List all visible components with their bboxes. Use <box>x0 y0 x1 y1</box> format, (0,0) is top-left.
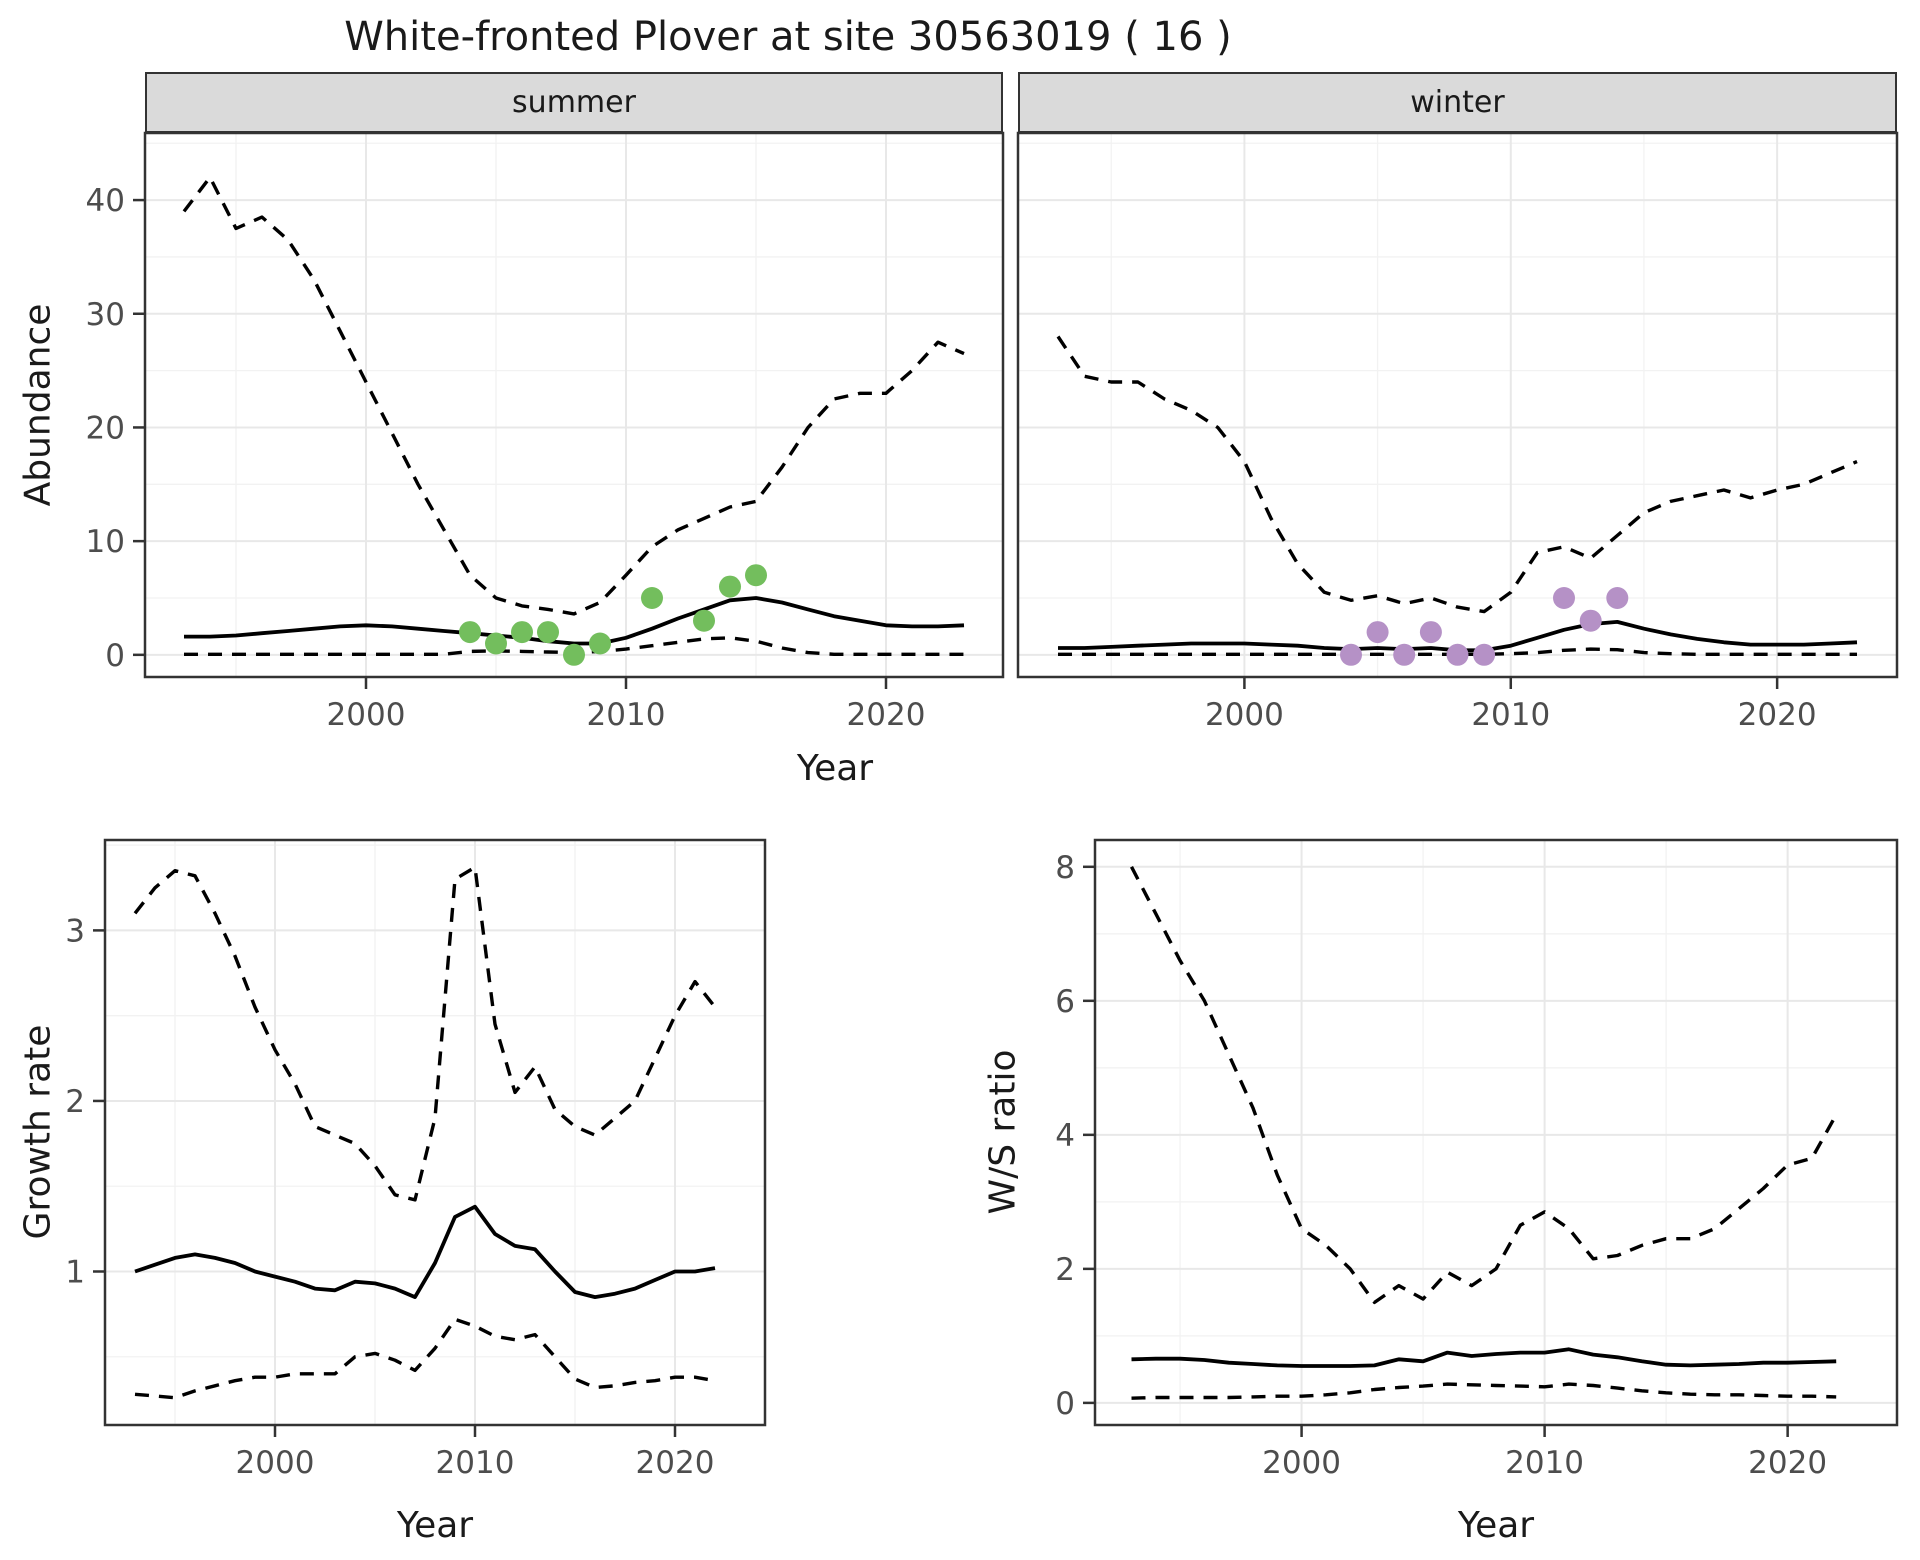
panel-border <box>143 131 1005 679</box>
y-tick-label: 8 <box>1055 850 1075 886</box>
abundance-summer-observation-point <box>589 632 611 655</box>
facet-strip-winter: winter <box>1018 72 1897 133</box>
abundance-winter-upper-ci-line <box>1056 335 1858 614</box>
abundance-winter-observation-point <box>1606 587 1629 609</box>
x-tick-label: 2020 <box>1738 697 1817 733</box>
facet-strip-winter-label: winter <box>1410 85 1505 120</box>
abundance-summer-observation-point <box>459 621 481 644</box>
panel-background <box>145 133 1003 677</box>
summer-abundance-chart: 2000 2010 2020 0 10 20 30 40 <box>86 131 1005 733</box>
y-tick-label: 40 <box>86 183 125 219</box>
x-tick-label: 2010 <box>1505 1445 1584 1481</box>
abundance-summer-observation-point <box>641 587 663 609</box>
x-tick-label: 2000 <box>236 1445 315 1481</box>
y-tick-label: 1 <box>65 1255 85 1291</box>
growth-rate-lower-ci-line <box>134 1317 716 1400</box>
ws-ratio-median-line <box>1131 1347 1837 1368</box>
abundance-winter-observation-point <box>1340 643 1362 666</box>
winter-abundance-chart: 2000 2010 2020 <box>1016 131 1899 733</box>
x-tick-label: 2000 <box>1205 697 1284 733</box>
panel-border <box>1093 838 1899 1427</box>
bottom-right-year-axis-title: Year <box>1457 1505 1535 1546</box>
panel-border <box>103 838 767 1427</box>
abundance-summer-observation-point <box>511 621 533 644</box>
bottom-left-year-axis-title: Year <box>396 1505 474 1546</box>
y-tick-label: 4 <box>1055 1118 1075 1154</box>
abundance-winter-observation-point <box>1446 643 1469 666</box>
abundance-summer-observation-point <box>485 632 507 655</box>
y-tick-label: 2 <box>1055 1252 1075 1288</box>
growth-rate-upper-ci-line <box>133 865 717 1202</box>
x-tick-label: 2000 <box>1262 1445 1341 1481</box>
abundance-winter-observation-point <box>1553 587 1575 609</box>
abundance-summer-observation-point <box>693 609 715 632</box>
abundance-summer-observation-point <box>537 621 559 644</box>
abundance-summer-median-line <box>184 596 965 646</box>
x-tick-label: 2020 <box>636 1445 715 1481</box>
y-tick-label: 6 <box>1055 984 1075 1020</box>
ws-ratio-lower-ci-line <box>1131 1382 1837 1400</box>
x-tick-label: 2000 <box>327 697 406 733</box>
panel-background <box>1095 840 1897 1425</box>
x-tick-label: 2020 <box>1748 1445 1827 1481</box>
abundance-summer-observation-point <box>719 575 741 598</box>
y-tick-label: 10 <box>86 524 125 560</box>
abundance-summer-observation-point <box>745 564 767 587</box>
abundance-winter-observation-point <box>1579 609 1602 632</box>
y-tick-label: 3 <box>65 913 85 949</box>
ws-ratio-chart: 2000 2010 2020 0 2 4 6 8 <box>1055 838 1899 1481</box>
x-tick-label: 2010 <box>436 1445 515 1481</box>
chart-title: White-fronted Plover at site 30563019 ( … <box>344 14 1232 60</box>
growth-rate-median-line <box>134 1204 716 1299</box>
facet-strip-summer-label: summer <box>512 85 636 120</box>
ws-ratio-axis-title: W/S ratio <box>982 1049 1024 1215</box>
y-tick-label: 2 <box>65 1084 85 1120</box>
abundance-winter-observation-point <box>1419 621 1442 644</box>
y-tick-label: 0 <box>105 638 125 674</box>
abundance-axis-title: Abundance <box>17 303 59 507</box>
x-tick-label: 2020 <box>847 697 926 733</box>
abundance-summer-upper-ci-line <box>182 175 965 616</box>
abundance-winter-observation-point <box>1366 621 1389 644</box>
x-tick-label: 2010 <box>1471 697 1550 733</box>
panel-background <box>1018 133 1897 677</box>
y-tick-label: 20 <box>86 410 125 446</box>
panel-border <box>1016 131 1899 679</box>
y-tick-label: 0 <box>1055 1386 1075 1422</box>
abundance-winter-lower-ci-line <box>1058 647 1857 656</box>
abundance-summer-observation-point <box>563 643 585 666</box>
x-tick-label: 2010 <box>587 697 666 733</box>
top-year-axis-title: Year <box>796 748 874 789</box>
facet-strip-summer: summer <box>145 72 1003 133</box>
panel-background <box>105 840 765 1425</box>
abundance-winter-observation-point <box>1473 643 1496 666</box>
y-tick-label: 30 <box>86 297 125 333</box>
growth-rate-chart: 2000 2010 2020 1 2 3 <box>65 838 767 1481</box>
abundance-winter-observation-point <box>1393 643 1416 666</box>
